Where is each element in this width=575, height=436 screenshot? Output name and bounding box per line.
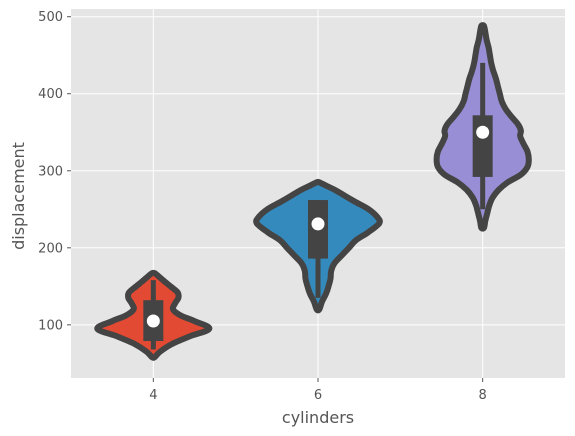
x-axis-label: cylinders	[282, 408, 354, 427]
y-axis-ticks: 100 200 300 400 500	[38, 10, 71, 333]
x-tick-label: 6	[314, 388, 322, 403]
y-tick-label: 200	[38, 241, 63, 256]
violin-median-8	[476, 125, 490, 139]
y-tick-label: 400	[38, 87, 63, 102]
x-tick-label: 4	[149, 388, 157, 403]
violins	[94, 22, 532, 361]
y-tick-label: 500	[38, 10, 63, 25]
y-axis-label: displacement	[9, 142, 28, 250]
y-tick-label: 100	[38, 318, 63, 333]
x-axis-ticks: 4 6 8	[149, 378, 487, 403]
y-tick-label: 300	[38, 164, 63, 179]
violin-median-6	[311, 217, 325, 231]
x-tick-label: 8	[479, 388, 487, 403]
violin-median-4	[146, 314, 160, 328]
violin-iqr-box-8	[472, 115, 493, 177]
